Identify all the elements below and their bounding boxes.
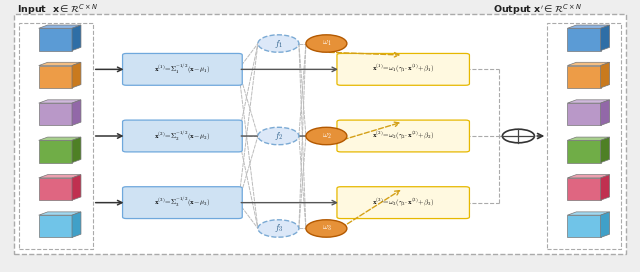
Polygon shape bbox=[38, 140, 72, 163]
Polygon shape bbox=[38, 25, 81, 28]
Text: $\mathbf{x}^{(3)}\!=\!\omega_3(\gamma_3\!\cdot\!\mathbf{x}^{(3)}\!+\!\beta_3)$: $\mathbf{x}^{(3)}\!=\!\omega_3(\gamma_3\… bbox=[372, 197, 435, 209]
Polygon shape bbox=[72, 25, 81, 51]
Polygon shape bbox=[72, 212, 81, 237]
Polygon shape bbox=[568, 28, 600, 51]
Polygon shape bbox=[72, 62, 81, 88]
FancyBboxPatch shape bbox=[123, 53, 242, 85]
Text: $\mathbf{x}^{(2)}\!=\!\Sigma_2^{-1/2}(\mathbf{x}\!-\!\mu_2)$: $\mathbf{x}^{(2)}\!=\!\Sigma_2^{-1/2}(\m… bbox=[154, 129, 211, 143]
Circle shape bbox=[306, 35, 347, 52]
Text: $\mathbf{x}^{(1)}\!=\!\omega_1(\gamma_1\!\cdot\!\mathbf{x}^{(1)}\!+\!\beta_1)$: $\mathbf{x}^{(1)}\!=\!\omega_1(\gamma_1\… bbox=[372, 63, 435, 75]
Polygon shape bbox=[38, 137, 81, 140]
FancyBboxPatch shape bbox=[337, 120, 470, 152]
Text: Output $\mathbf{x}^{\prime} \in \mathcal{R}^{C \times N}$: Output $\mathbf{x}^{\prime} \in \mathcal… bbox=[493, 2, 582, 17]
Bar bbox=[19, 23, 93, 249]
Polygon shape bbox=[600, 100, 610, 125]
Bar bbox=[14, 14, 626, 254]
Polygon shape bbox=[600, 25, 610, 51]
Circle shape bbox=[258, 220, 299, 237]
Polygon shape bbox=[38, 62, 81, 66]
Bar bbox=[547, 23, 621, 249]
Polygon shape bbox=[600, 137, 610, 163]
Polygon shape bbox=[568, 103, 600, 125]
Text: $f_2$: $f_2$ bbox=[274, 130, 283, 142]
Text: $\omega_3$: $\omega_3$ bbox=[321, 224, 332, 233]
Polygon shape bbox=[568, 100, 610, 103]
Circle shape bbox=[258, 127, 299, 145]
Text: $f_3$: $f_3$ bbox=[274, 222, 283, 234]
Circle shape bbox=[258, 35, 299, 52]
Polygon shape bbox=[38, 100, 81, 103]
Text: Input  $\mathbf{x} \in \mathcal{R}^{C \times N}$: Input $\mathbf{x} \in \mathcal{R}^{C \ti… bbox=[17, 2, 98, 17]
Polygon shape bbox=[38, 175, 81, 178]
Text: $\omega_1$: $\omega_1$ bbox=[322, 39, 331, 48]
Polygon shape bbox=[38, 215, 72, 237]
Polygon shape bbox=[568, 25, 610, 28]
Text: $\omega_2$: $\omega_2$ bbox=[322, 131, 331, 141]
Text: $\mathbf{x}^{(2)}\!=\!\omega_2(\gamma_2\!\cdot\!\mathbf{x}^{(2)}\!+\!\beta_2)$: $\mathbf{x}^{(2)}\!=\!\omega_2(\gamma_2\… bbox=[372, 130, 435, 142]
Polygon shape bbox=[600, 62, 610, 88]
Polygon shape bbox=[72, 100, 81, 125]
Polygon shape bbox=[72, 137, 81, 163]
Polygon shape bbox=[38, 103, 72, 125]
Polygon shape bbox=[568, 175, 610, 178]
FancyBboxPatch shape bbox=[337, 187, 470, 219]
Polygon shape bbox=[72, 175, 81, 200]
Polygon shape bbox=[568, 140, 600, 163]
FancyBboxPatch shape bbox=[123, 187, 242, 219]
Polygon shape bbox=[568, 62, 610, 66]
Polygon shape bbox=[568, 66, 600, 88]
Polygon shape bbox=[568, 178, 600, 200]
Polygon shape bbox=[38, 212, 81, 215]
Polygon shape bbox=[38, 178, 72, 200]
Polygon shape bbox=[600, 212, 610, 237]
Polygon shape bbox=[568, 137, 610, 140]
Polygon shape bbox=[568, 215, 600, 237]
Text: $\mathbf{x}^{(1)}\!=\!\Sigma_1^{-1/2}(\mathbf{x}\!-\!\mu_1)$: $\mathbf{x}^{(1)}\!=\!\Sigma_1^{-1/2}(\m… bbox=[154, 63, 211, 76]
Circle shape bbox=[306, 220, 347, 237]
Circle shape bbox=[502, 129, 534, 143]
Polygon shape bbox=[600, 175, 610, 200]
Polygon shape bbox=[38, 28, 72, 51]
Text: $f_1$: $f_1$ bbox=[274, 38, 283, 50]
Polygon shape bbox=[38, 66, 72, 88]
Text: $\mathbf{x}^{(3)}\!=\!\Sigma_3^{-1/2}(\mathbf{x}\!-\!\mu_3)$: $\mathbf{x}^{(3)}\!=\!\Sigma_3^{-1/2}(\m… bbox=[154, 196, 211, 209]
FancyBboxPatch shape bbox=[337, 53, 470, 85]
Polygon shape bbox=[568, 212, 610, 215]
Circle shape bbox=[306, 127, 347, 145]
FancyBboxPatch shape bbox=[123, 120, 242, 152]
